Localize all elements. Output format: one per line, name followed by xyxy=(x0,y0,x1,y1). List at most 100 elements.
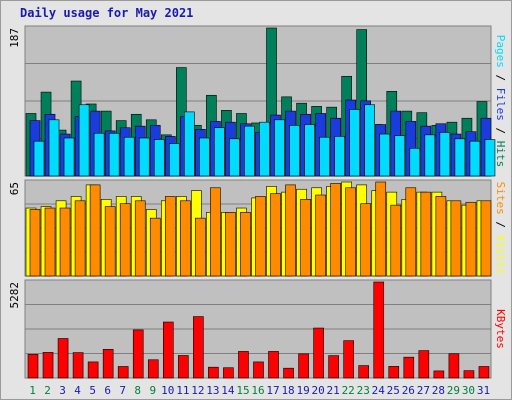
bar-kbytes xyxy=(178,355,189,379)
x-tick-label: 21 xyxy=(327,384,340,397)
legend-label: Sites / Visits xyxy=(494,182,507,275)
x-tick-label: 4 xyxy=(74,384,81,397)
bar-pages xyxy=(274,119,285,177)
bar-kbytes xyxy=(463,370,475,379)
bar-kbytes xyxy=(102,349,114,379)
bar-sites xyxy=(59,207,71,277)
legend-files: Files xyxy=(494,88,507,121)
bar-pages xyxy=(93,132,105,177)
x-tick-label: 18 xyxy=(281,384,294,397)
bar-kbytes xyxy=(298,353,309,379)
bar-pages xyxy=(108,132,120,177)
bar-sites xyxy=(270,193,281,277)
bar-sites xyxy=(164,196,176,277)
bar-kbytes xyxy=(388,366,400,379)
bar-pages xyxy=(153,139,165,177)
bar-pages xyxy=(394,135,406,177)
x-tick-label: 31 xyxy=(477,384,490,397)
x-tick-label: 19 xyxy=(296,384,309,397)
bar-kbytes xyxy=(478,366,490,379)
bar-kbytes xyxy=(57,338,69,379)
bar-sites xyxy=(104,206,116,277)
bar-sites xyxy=(300,199,311,277)
x-tick-label: 28 xyxy=(432,384,445,397)
bar-sites xyxy=(435,196,447,277)
x-tick-label: 27 xyxy=(417,384,430,397)
bar-pages xyxy=(259,121,270,177)
x-tick-label: 23 xyxy=(357,384,370,397)
bar-sites xyxy=(255,196,266,277)
bar-pages xyxy=(484,139,496,177)
bar-kbytes xyxy=(42,352,54,379)
bar-kbytes xyxy=(268,351,279,379)
legend-label: KBytes xyxy=(494,309,507,349)
bar-pages xyxy=(63,137,75,177)
bar-pages xyxy=(334,136,345,177)
y-max-label: 187 xyxy=(8,28,21,48)
x-tick-label: 16 xyxy=(251,384,264,397)
bar-kbytes xyxy=(208,366,219,379)
x-tick-label: 6 xyxy=(104,384,111,397)
x-tick-label: 17 xyxy=(266,384,279,397)
x-tick-label: 1 xyxy=(29,384,36,397)
x-tick-label: 7 xyxy=(119,384,126,397)
x-tick-label: 26 xyxy=(402,384,415,397)
x-tick-label: 25 xyxy=(387,384,400,397)
bar-kbytes xyxy=(373,281,385,379)
bar-pages xyxy=(289,125,300,177)
bar-kbytes xyxy=(162,321,174,379)
bar-kbytes xyxy=(72,352,84,379)
x-tick-label: 3 xyxy=(59,384,66,397)
bar-pages xyxy=(304,124,315,177)
bar-kbytes xyxy=(238,351,249,379)
x-tick-label: 8 xyxy=(134,384,141,397)
bar-sites xyxy=(330,183,341,277)
legend-label: Pages / Files / Hits xyxy=(494,35,507,168)
bar-pages xyxy=(168,143,180,177)
bar-pages xyxy=(229,138,240,177)
bar-pages xyxy=(78,104,90,177)
legend-separator: / xyxy=(494,121,507,141)
x-tick-label: 14 xyxy=(221,384,235,397)
x-tick-label: 2 xyxy=(44,384,51,397)
bar-pages xyxy=(364,104,376,177)
legend-separator: / xyxy=(494,215,507,235)
bar-kbytes xyxy=(358,365,370,379)
bar-sites xyxy=(134,200,146,277)
x-tick-label: 13 xyxy=(206,384,219,397)
bar-pages xyxy=(48,119,60,177)
x-tick-label: 30 xyxy=(462,384,475,397)
bar-sites xyxy=(44,207,56,277)
bar-pages xyxy=(184,111,195,177)
bar-kbytes xyxy=(193,316,204,379)
legend-pages: Pages xyxy=(494,35,507,68)
bar-kbytes xyxy=(117,366,129,379)
bar-pages xyxy=(214,127,225,177)
bar-pages xyxy=(319,136,330,177)
x-tick-label: 15 xyxy=(236,384,249,397)
bar-pages xyxy=(199,137,210,177)
x-tick-label: 5 xyxy=(89,384,96,397)
bar-sites xyxy=(285,184,296,277)
legend-sites: Sites xyxy=(494,182,507,215)
bar-sites xyxy=(119,203,131,277)
bar-kbytes xyxy=(448,353,460,379)
bar-pages xyxy=(439,132,451,177)
bar-kbytes xyxy=(328,355,339,379)
y-max-label: 65 xyxy=(8,182,21,195)
bar-sites xyxy=(420,191,432,277)
bar-sites xyxy=(180,200,191,277)
bar-kbytes xyxy=(132,329,144,379)
bar-pages xyxy=(244,125,255,177)
legend-kbytes: KBytes xyxy=(494,309,507,349)
bar-pages xyxy=(138,137,150,177)
bar-kbytes xyxy=(27,354,39,379)
bar-kbytes xyxy=(313,327,324,379)
bar-kbytes xyxy=(433,370,445,379)
legend-visits: Visits xyxy=(494,235,507,275)
bar-kbytes xyxy=(418,350,430,379)
bar-pages xyxy=(379,133,391,177)
bar-sites xyxy=(210,187,221,277)
x-tick-label: 11 xyxy=(176,384,189,397)
bar-kbytes xyxy=(87,361,99,379)
